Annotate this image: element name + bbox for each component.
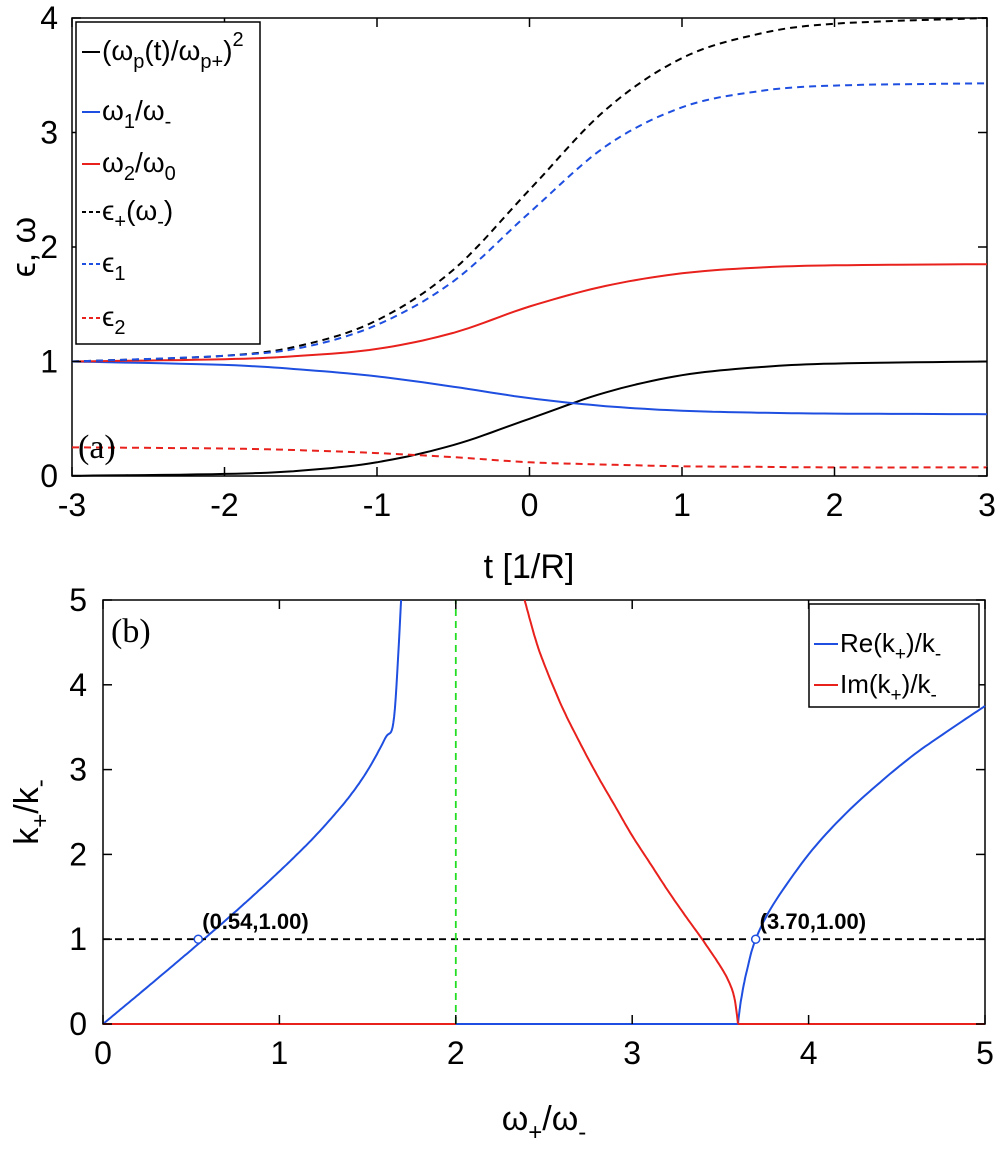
y-tick-label: 2 bbox=[69, 836, 87, 872]
panel-b-y-ticks: 0 1 2 3 4 5 bbox=[69, 582, 985, 1042]
panel-a-legend-box bbox=[75, 21, 261, 345]
panel-a-series-group bbox=[71, 17, 988, 477]
y-tick-label: 1 bbox=[69, 921, 87, 957]
y-tick-label: 0 bbox=[40, 458, 58, 494]
panel-b-label: (b) bbox=[111, 613, 151, 650]
x-tick-label: 5 bbox=[976, 1035, 994, 1071]
panel-a-legend: (ωp(t)/ωp+)2 ω1/ω- ω2/ω0 ϵ+(ω-) ϵ1 ϵ2 bbox=[75, 21, 261, 345]
marked-point bbox=[193, 934, 204, 944]
y-tick-label: 2 bbox=[40, 229, 58, 265]
series-1 bbox=[71, 82, 988, 363]
y-tick-label: 0 bbox=[69, 1006, 87, 1042]
series-1 bbox=[71, 360, 988, 416]
series-re-k-k bbox=[737, 705, 986, 1025]
point-annotation: (3.70,1.00) bbox=[760, 909, 866, 934]
x-tick-label: 3 bbox=[623, 1035, 641, 1071]
y-tick-label: 4 bbox=[69, 667, 87, 703]
panel-a-y-axis-label: ϵ, ω bbox=[5, 217, 43, 277]
marked-point bbox=[750, 934, 761, 944]
series-im-k-k bbox=[523, 599, 739, 1025]
x-tick-label: 0 bbox=[521, 487, 539, 523]
y-tick-label: 3 bbox=[69, 752, 87, 788]
panel-b-legend: Re(k+)/k- Im(k+)/k- bbox=[808, 603, 980, 708]
series-re-k-k bbox=[102, 599, 403, 1025]
panel-a-x-axis-label: t [1/R] bbox=[484, 548, 575, 586]
x-tick-label: 2 bbox=[826, 487, 844, 523]
point-annotation: (0.54,1.00) bbox=[202, 909, 308, 934]
x-tick-label: 1 bbox=[271, 1035, 289, 1071]
panel-a-legend-swatches bbox=[82, 51, 100, 319]
x-tick-label: -1 bbox=[363, 487, 391, 523]
panel-a-chart: -3 -2 -1 0 1 2 3 0 1 2 3 4 (a) (ωp(t)/ωp+)2 ω1/ω- … bbox=[5, 0, 996, 586]
y-tick-label: 1 bbox=[40, 344, 58, 380]
panel-b-x-ticks: 0 1 2 3 4 5 bbox=[94, 600, 994, 1071]
y-tick-label: 4 bbox=[40, 0, 58, 36]
panel-a-y-ticks: 0 1 2 3 4 bbox=[40, 0, 987, 494]
y-tick-label: 3 bbox=[40, 115, 58, 151]
x-tick-label: 1 bbox=[673, 487, 691, 523]
x-tick-label: -3 bbox=[58, 487, 86, 523]
x-tick-label: 3 bbox=[978, 487, 996, 523]
x-tick-label: -2 bbox=[210, 487, 238, 523]
panel-a-label: (a) bbox=[78, 429, 116, 466]
series-p-t-p-2 bbox=[71, 360, 988, 477]
x-tick-label: 2 bbox=[447, 1035, 465, 1071]
series-2-0 bbox=[71, 263, 987, 363]
panel-b-legend-box bbox=[808, 603, 980, 708]
series-2 bbox=[72, 446, 987, 469]
series-ref bbox=[71, 17, 988, 363]
x-tick-label: 4 bbox=[800, 1035, 818, 1071]
panel-b-chart: (0.54,1.00) (3.70,1.00) 0 1 2 3 4 5 0 1 2 3 4 5 (b)… bbox=[8, 582, 994, 1146]
panel-b-y-axis-label: k+/k- bbox=[8, 779, 54, 844]
x-tick-label: 0 bbox=[94, 1035, 112, 1071]
panel-a-x-ticks: -3 -2 -1 0 1 2 3 bbox=[58, 18, 996, 523]
panel-b-marked-points: (0.54,1.00) (3.70,1.00) bbox=[193, 909, 866, 944]
y-tick-label: 5 bbox=[69, 582, 87, 618]
panel-b-x-axis-label: ω+/ω- bbox=[502, 1100, 587, 1146]
